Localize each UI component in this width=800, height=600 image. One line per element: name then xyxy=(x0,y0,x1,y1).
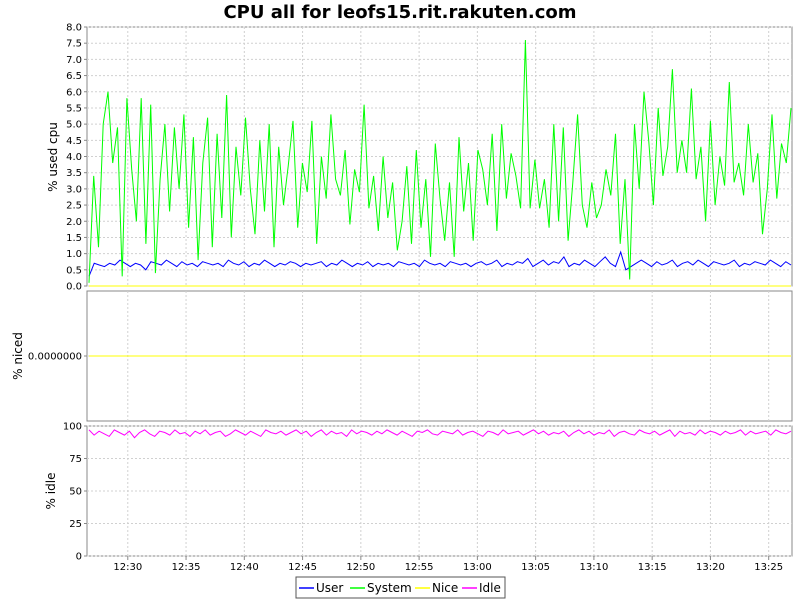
y-tick-label: 4.0 xyxy=(66,152,82,163)
x-tick-label: 12:45 xyxy=(288,562,317,573)
y-tick-label: 1.0 xyxy=(66,249,82,260)
y-tick-label: 6.5 xyxy=(66,71,82,82)
series-user xyxy=(88,250,792,277)
y-tick-label: 2.5 xyxy=(66,201,82,212)
y-tick-label: 100 xyxy=(63,422,82,433)
y-tick-label: 4.5 xyxy=(66,136,82,147)
cpu-used-panel: 0.0 0.5 1.0 1.5 2.0 2.5 3.0 3.5 4.0 4.5 5.0 5.5 6.0 6… xyxy=(66,23,793,293)
y-tick-label: 1.5 xyxy=(66,233,82,244)
legend-idle: Idle xyxy=(479,581,501,595)
legend-nice: Nice xyxy=(432,581,458,595)
y-tick-label: 3.0 xyxy=(66,184,82,195)
legend-user: User xyxy=(316,581,343,595)
series-system xyxy=(88,39,792,283)
y-tick-label: 5.0 xyxy=(66,120,82,131)
y-tick-label: 6.0 xyxy=(66,87,82,98)
niced-panel: 0.0000000 xyxy=(28,290,793,422)
legend-box xyxy=(295,576,506,599)
y-tick-label: 7.0 xyxy=(66,55,82,66)
x-tick-label: 12:50 xyxy=(346,562,375,573)
y-tick-label: 8.0 xyxy=(66,23,82,34)
series-idle xyxy=(88,429,792,439)
chart-title: CPU all for leofs15.rit.rakuten.com xyxy=(223,2,576,23)
legend: User System Nice Idle xyxy=(295,576,506,599)
x-tick-label: 12:55 xyxy=(405,562,434,573)
x-tick-label: 12:40 xyxy=(230,562,259,573)
y-tick-label: 0 xyxy=(76,552,82,563)
x-tick-label: 12:35 xyxy=(172,562,201,573)
x-tick-label: 13:15 xyxy=(638,562,667,573)
x-tick-label: 13:00 xyxy=(463,562,492,573)
y-tick-label: 3.5 xyxy=(66,168,82,179)
y-tick-label: 0.0 xyxy=(66,282,82,293)
x-tick-label: 13:20 xyxy=(696,562,725,573)
y-tick-label: 5.5 xyxy=(66,103,82,114)
y-tick-label: 0.5 xyxy=(66,265,82,276)
y-tick-label: 0.0000000 xyxy=(28,352,82,363)
y-tick-label: 75 xyxy=(69,454,82,465)
x-tick-label: 13:10 xyxy=(579,562,608,573)
x-tick-label: 13:25 xyxy=(754,562,783,573)
x-axis: 12:30 12:35 12:40 12:45 12:50 12:55 13:00 13:05… xyxy=(113,556,783,573)
x-tick-label: 12:30 xyxy=(113,562,142,573)
y-tick-label: 7.5 xyxy=(66,39,82,50)
y-tick-label: 2.0 xyxy=(66,217,82,228)
legend-system: System xyxy=(367,581,412,595)
cpu-ylabel: % used cpu xyxy=(46,122,60,192)
niced-ylabel: % niced xyxy=(11,332,25,380)
idle-ylabel: % idle xyxy=(44,473,58,510)
y-tick-label: 25 xyxy=(69,519,82,530)
idle-panel: 0 25 50 75 100 xyxy=(63,422,793,563)
x-tick-label: 13:05 xyxy=(521,562,550,573)
y-tick-label: 50 xyxy=(69,487,82,498)
